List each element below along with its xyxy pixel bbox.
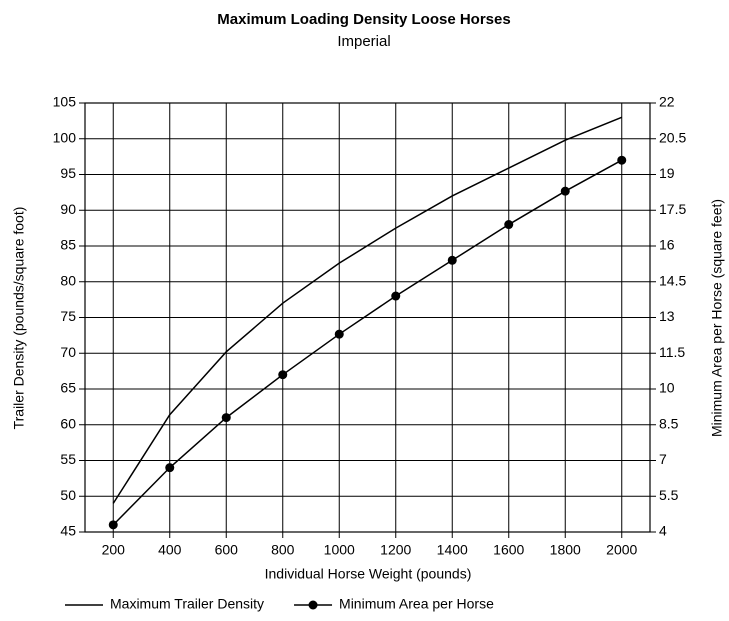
y2-tick-label: 16 xyxy=(659,237,675,253)
y-tick-label: 105 xyxy=(53,94,77,110)
data-point xyxy=(108,520,118,530)
data-point xyxy=(221,413,231,423)
y2-tick-label: 11.5 xyxy=(659,344,685,360)
legend-label: Minimum Area per Horse xyxy=(339,596,494,612)
y2-tick-label: 8.5 xyxy=(659,415,679,431)
y-tick-label: 85 xyxy=(60,237,76,253)
y2-tick-label: 13 xyxy=(659,308,675,324)
y2-tick-label: 17.5 xyxy=(659,201,686,217)
y2-axis-label: Minimum Area per Horse (square feet) xyxy=(709,199,725,437)
y-tick-label: 65 xyxy=(60,380,76,396)
y-tick-label: 90 xyxy=(60,201,76,217)
x-tick-label: 200 xyxy=(102,542,126,558)
x-tick-label: 1400 xyxy=(437,542,468,558)
x-tick-label: 2000 xyxy=(606,542,637,558)
data-point xyxy=(447,255,457,265)
y-tick-label: 100 xyxy=(53,129,77,145)
y2-tick-label: 14.5 xyxy=(659,272,686,288)
y2-tick-label: 19 xyxy=(659,165,675,181)
y2-tick-label: 4 xyxy=(659,523,667,539)
x-tick-label: 1600 xyxy=(493,542,524,558)
data-point xyxy=(391,291,401,301)
y-axis-label: Trailer Density (pounds/square foot) xyxy=(11,207,27,430)
chart-subtitle: Imperial xyxy=(337,33,390,50)
x-tick-label: 600 xyxy=(215,542,239,558)
y2-tick-label: 20.5 xyxy=(659,129,686,145)
y-tick-label: 45 xyxy=(60,523,76,539)
x-tick-label: 800 xyxy=(271,542,295,558)
y-tick-label: 70 xyxy=(60,344,76,360)
data-point xyxy=(278,370,288,380)
y-tick-label: 55 xyxy=(60,451,76,467)
legend-label: Maximum Trailer Density xyxy=(110,596,264,612)
data-point xyxy=(165,463,175,473)
data-point xyxy=(617,155,627,165)
data-point xyxy=(560,186,570,196)
y2-tick-label: 22 xyxy=(659,94,675,110)
x-tick-label: 400 xyxy=(158,542,182,558)
x-axis-label: Individual Horse Weight (pounds) xyxy=(265,566,472,582)
y2-tick-label: 5.5 xyxy=(659,487,679,503)
y2-tick-label: 10 xyxy=(659,380,675,396)
series-line xyxy=(112,116,623,504)
x-tick-label: 1200 xyxy=(380,542,411,558)
y-tick-label: 50 xyxy=(60,487,76,503)
y-tick-label: 80 xyxy=(60,272,76,288)
x-tick-label: 1800 xyxy=(550,542,581,558)
chart-title: Maximum Loading Density Loose Horses xyxy=(217,11,510,28)
legend-marker xyxy=(308,600,318,610)
data-point xyxy=(504,220,514,230)
y-tick-label: 60 xyxy=(60,415,76,431)
data-point xyxy=(334,329,344,339)
y-tick-label: 95 xyxy=(60,165,76,181)
series-line xyxy=(112,159,623,526)
y2-tick-label: 7 xyxy=(659,451,667,467)
y-tick-label: 75 xyxy=(60,308,76,324)
x-tick-label: 1000 xyxy=(324,542,355,558)
